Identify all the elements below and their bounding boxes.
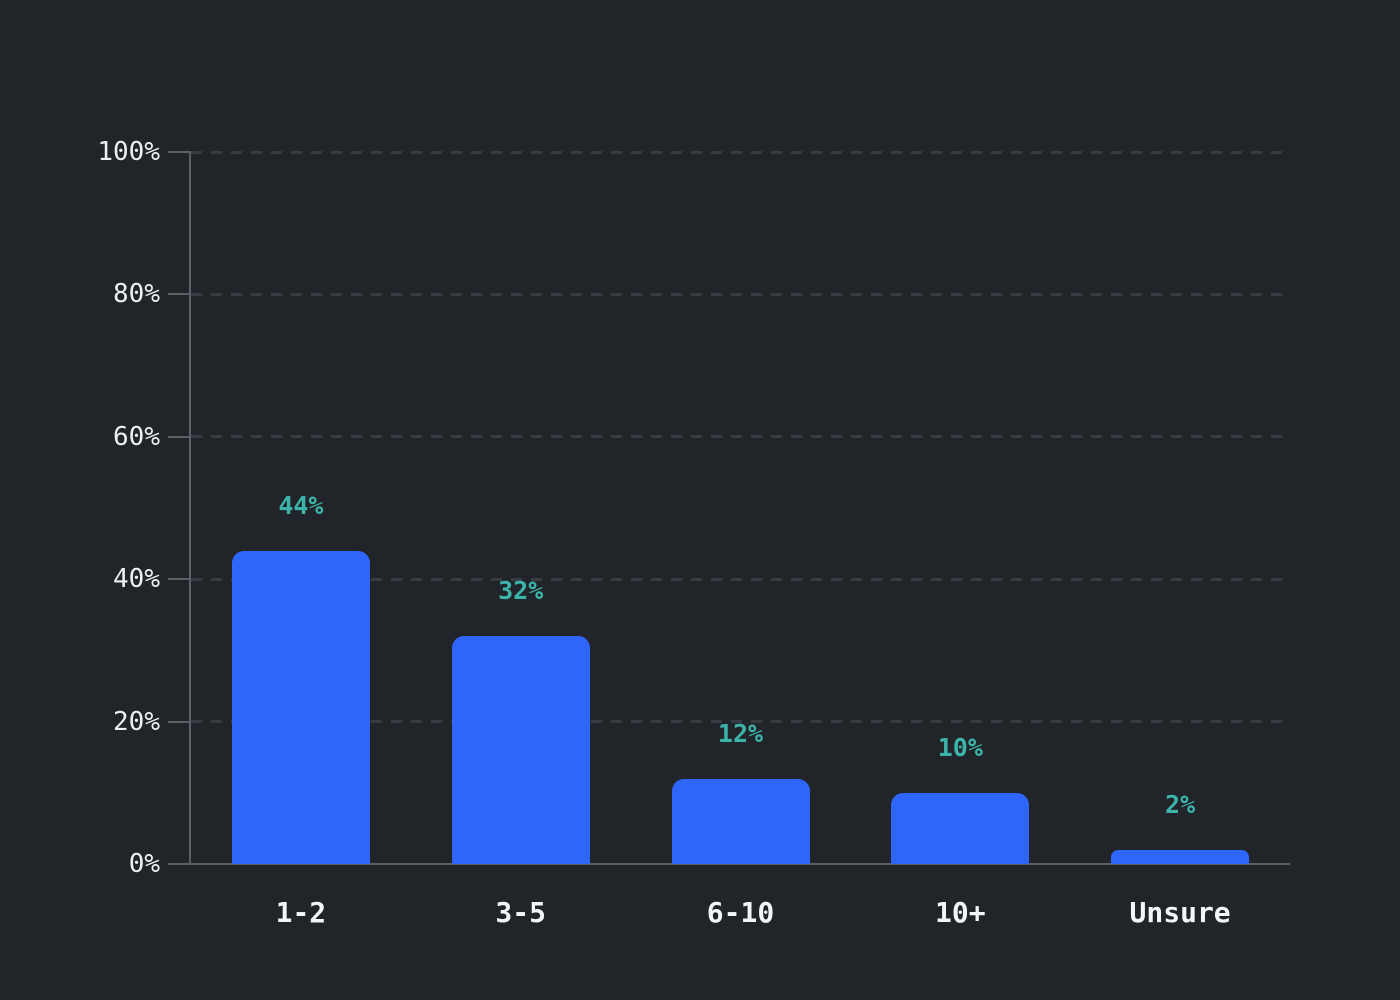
x-axis-line bbox=[168, 863, 1290, 865]
y-axis-tick-label: 100% bbox=[97, 137, 160, 167]
bar-value-label: 2% bbox=[1165, 789, 1196, 819]
y-axis-tick-label: 0% bbox=[128, 849, 160, 879]
gridline bbox=[191, 720, 1290, 724]
bar-3-5 bbox=[451, 636, 590, 864]
y-axis-line bbox=[189, 152, 191, 864]
y-axis-tick bbox=[168, 720, 191, 723]
y-axis-tick-label: 60% bbox=[113, 421, 160, 452]
y-axis-tick bbox=[168, 293, 191, 296]
gridline bbox=[191, 577, 1290, 581]
y-axis-tick-label: 80% bbox=[113, 279, 160, 310]
bar-Unsure bbox=[1111, 849, 1250, 864]
bar-value-label: 12% bbox=[717, 718, 764, 748]
bar-value-label: 44% bbox=[278, 490, 324, 520]
y-axis-tick-label: 20% bbox=[113, 706, 160, 737]
y-axis-tick bbox=[168, 435, 191, 438]
gridline bbox=[191, 150, 1290, 154]
x-axis-category-label: 10+ bbox=[935, 896, 986, 929]
gridline bbox=[191, 292, 1290, 296]
x-axis-category-label: Unsure bbox=[1129, 896, 1231, 929]
bar-6-10 bbox=[671, 778, 810, 864]
x-axis-category-label: 6-10 bbox=[706, 896, 775, 929]
bar-value-label: 10% bbox=[937, 732, 983, 762]
bar-1-2 bbox=[231, 550, 370, 864]
x-axis-category-label: 1-2 bbox=[275, 896, 327, 929]
x-axis-category-label: 3-5 bbox=[495, 896, 546, 929]
gridline bbox=[191, 435, 1290, 439]
y-axis-tick bbox=[168, 151, 191, 153]
bar-value-label: 32% bbox=[498, 576, 544, 606]
y-axis-tick bbox=[168, 578, 191, 581]
y-axis-tick-label: 40% bbox=[113, 564, 160, 595]
bar-10+ bbox=[891, 792, 1030, 864]
